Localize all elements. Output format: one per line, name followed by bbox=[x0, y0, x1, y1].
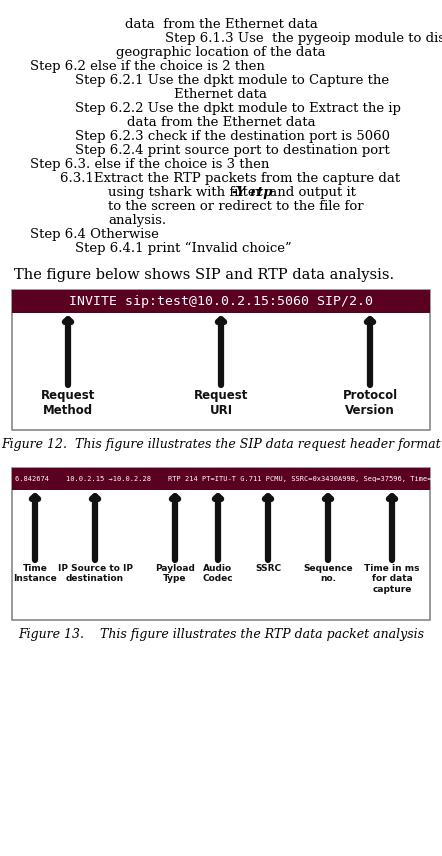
Text: Step 6.2.1 Use the dpkt module to Capture the: Step 6.2.1 Use the dpkt module to Captur… bbox=[75, 74, 389, 87]
Text: geographic location of the data: geographic location of the data bbox=[116, 46, 326, 59]
Text: using tshark with filter: using tshark with filter bbox=[108, 186, 266, 199]
Text: Step 6.4 Otherwise: Step 6.4 Otherwise bbox=[30, 228, 159, 241]
Bar bbox=[12, 290, 430, 430]
Text: Request
URI: Request URI bbox=[194, 389, 248, 417]
Text: to the screen or redirect to the file for: to the screen or redirect to the file fo… bbox=[108, 200, 364, 213]
Text: Time
Instance: Time Instance bbox=[13, 564, 57, 584]
Bar bbox=[12, 290, 430, 313]
Text: Figure 13.    This figure illustrates the RTP data packet analysis: Figure 13. This figure illustrates the R… bbox=[18, 628, 424, 641]
Text: Step 6.2.3 check if the destination port is 5060: Step 6.2.3 check if the destination port… bbox=[75, 130, 390, 143]
Text: The figure below shows SIP and RTP data analysis.: The figure below shows SIP and RTP data … bbox=[14, 268, 394, 282]
Text: Figure 12.  This figure illustrates the SIP data request header format: Figure 12. This figure illustrates the S… bbox=[1, 438, 441, 451]
Text: Step 6.2.2 Use the dpkt module to Extract the ip: Step 6.2.2 Use the dpkt module to Extrac… bbox=[75, 102, 401, 115]
Text: -Y rtp: -Y rtp bbox=[232, 186, 272, 199]
Text: Step 6.3. else if the choice is 3 then: Step 6.3. else if the choice is 3 then bbox=[30, 158, 269, 171]
Text: Step 6.2.4 print source port to destination port: Step 6.2.4 print source port to destinat… bbox=[75, 144, 390, 157]
Text: Step 6.2 else if the choice is 2 then: Step 6.2 else if the choice is 2 then bbox=[30, 60, 265, 73]
Text: SSRC: SSRC bbox=[255, 564, 281, 573]
Bar bbox=[12, 468, 430, 620]
Bar bbox=[12, 468, 430, 490]
Text: 7   6.842674    10.0.2.15 →10.0.2.28    RTP 214 PT=ITU-T G.711 PCMU, SSRC=0x3430: 7 6.842674 10.0.2.15 →10.0.2.28 RTP 214 … bbox=[0, 476, 442, 482]
Text: Request
Method: Request Method bbox=[41, 389, 95, 417]
Text: data from the Ethernet data: data from the Ethernet data bbox=[127, 116, 315, 129]
Text: Ethernet data: Ethernet data bbox=[175, 88, 267, 101]
Text: data  from the Ethernet data: data from the Ethernet data bbox=[125, 18, 317, 31]
Text: 6.3.1Extract the RTP packets from the capture dat: 6.3.1Extract the RTP packets from the ca… bbox=[60, 172, 400, 185]
Text: Protocol
Version: Protocol Version bbox=[343, 389, 397, 417]
Text: IP Source to IP
destination: IP Source to IP destination bbox=[57, 564, 133, 584]
Text: Payload
Type: Payload Type bbox=[155, 564, 195, 584]
Text: Time in ms
for data
capture: Time in ms for data capture bbox=[364, 564, 420, 594]
Text: Step 6.1.3 Use  the pygeoip module to display the: Step 6.1.3 Use the pygeoip module to dis… bbox=[165, 32, 442, 45]
Text: analysis.: analysis. bbox=[108, 214, 166, 227]
Text: Sequence
no.: Sequence no. bbox=[303, 564, 353, 584]
Text: INVITE sip:test@10.0.2.15:5060 SIP/2.0: INVITE sip:test@10.0.2.15:5060 SIP/2.0 bbox=[69, 295, 373, 308]
Text: Step 6.4.1 print “Invalid choice”: Step 6.4.1 print “Invalid choice” bbox=[75, 242, 292, 255]
Text: Audio
Codec: Audio Codec bbox=[203, 564, 233, 584]
Text: and output it: and output it bbox=[265, 186, 355, 199]
